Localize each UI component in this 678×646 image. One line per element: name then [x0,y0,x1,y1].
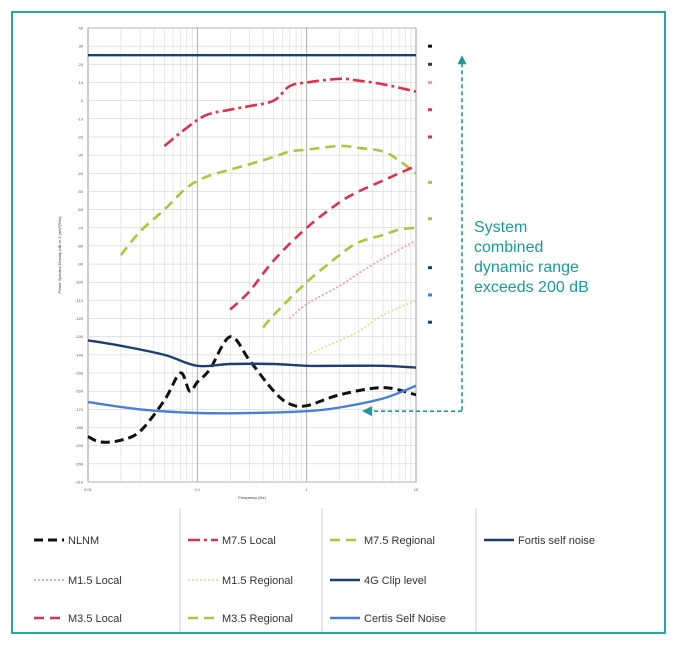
y-tick-label: -180 [75,425,84,430]
series-line-m1-5-regional [306,299,417,356]
x-tick-label: 0.1 [195,487,201,492]
y-tick-label: -50 [77,189,84,194]
side-mark [428,180,432,184]
y-tick-label: -130 [75,334,84,339]
legend-label-certis-self-noise: Certis Self Noise [364,613,446,625]
x-tick-label: 1 [306,487,309,492]
y-tick-label: -190 [75,443,84,448]
legend-label-fortis-self-noise: Fortis self noise [518,535,595,547]
annotation-arrows [362,55,467,417]
y-tick-label: -90 [77,262,84,267]
series-line-m1-5-local [289,239,417,320]
series-line-m7-5-local [163,77,417,148]
y-tick-label: -30 [77,153,84,158]
annotation-line: dynamic range [474,259,579,276]
side-mark [428,80,432,84]
legend-label-m3-5-regional: M3.5 Regional [222,613,293,625]
y-tick-label: -70 [77,225,84,230]
y-tick-label: -60 [77,207,84,212]
legend-box [28,505,628,632]
y-tick-label: -210 [75,480,84,485]
annotation-line: System [474,219,528,236]
x-axis-label: Frequency (Hz) [238,495,266,500]
y-tick-label: -170 [75,407,84,412]
series-line-m3-5-local [229,164,417,311]
grid [87,27,416,483]
side-mark [428,266,432,270]
side-marks [428,44,432,324]
x-tick-label: 10 [414,487,419,492]
axis-ticks: 40 30 20 10 0 -10 -20 -30 -40 -50 -60 -70 -80 -90 -100… [75,26,419,493]
y-tick-label: 20 [79,62,84,67]
plot-border [87,27,417,483]
side-mark [428,44,432,48]
annotation-line: exceeds 200 dB [474,279,589,296]
arrow-head-bottom [362,406,372,417]
y-tick-label: -140 [75,352,84,357]
series-line-certis-self-noise [87,384,417,415]
y-tick-label: -110 [75,298,83,303]
legend-label-m7-5-local: M7.5 Local [222,535,276,547]
series-line-fortis-self-noise [87,339,417,369]
y-tick-label: -40 [77,171,84,176]
y-tick-label: -200 [75,461,84,466]
series-layer [87,54,417,444]
x-tick-label: 0.01 [84,487,93,492]
legend-label-m1-5-regional: M1.5 Regional [222,575,293,587]
y-tick-label: -100 [75,280,84,285]
side-mark [428,320,432,324]
legend: NLNM M7.5 Local M7.5 Regional Fortis self n… [28,505,628,632]
dynamic-range-annotation: System combined dynamic range exceeds 20… [474,218,654,298]
legend-label-m7-5-regional: M7.5 Regional [364,535,435,547]
series-line-m7-5-regional [119,144,417,256]
legend-label-m1-5-local: M1.5 Local [68,575,122,587]
side-mark [428,217,432,221]
y-tick-label: 30 [79,44,84,49]
side-mark [428,293,432,297]
y-tick-label: 40 [79,26,84,31]
y-tick-label: 10 [79,80,84,85]
side-mark [428,62,432,66]
annotation-line: combined [474,239,544,256]
legend-label-nlnm: NLNM [68,535,99,547]
series-line-nlnm [87,335,417,444]
series-line-m3-5-regional [262,226,417,329]
side-mark [428,135,432,139]
y-tick-label: -120 [75,316,84,321]
side-mark [428,108,432,112]
legend-label-m3-5-local: M3.5 Local [68,613,122,625]
y-axis-label: Power Spectral Density (dB re 1 (m/s²)²/… [57,216,62,294]
plot-area [87,27,417,483]
y-tick-label: -160 [75,389,84,394]
legend-label-4g-clip-level: 4G Clip level [364,575,426,587]
y-tick-label: -150 [75,371,84,376]
y-tick-label: -10 [77,116,84,121]
y-tick-label: 0 [81,98,84,103]
y-tick-label: -20 [77,134,84,139]
y-tick-label: -80 [77,243,84,248]
